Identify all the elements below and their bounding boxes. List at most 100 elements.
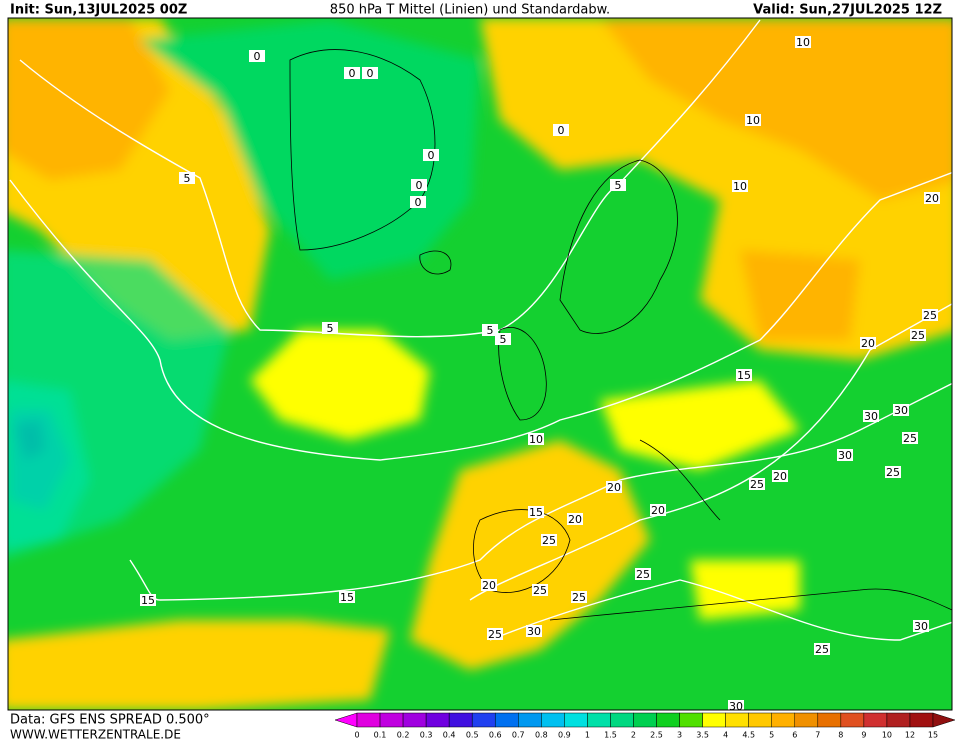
colorbar-label: 1 bbox=[585, 731, 590, 740]
coast-britain bbox=[498, 327, 547, 421]
contour-label: 10 bbox=[733, 180, 747, 193]
colorbar-swatch bbox=[817, 712, 842, 728]
contour-label-box bbox=[795, 36, 811, 48]
data-source: Data: GFS ENS SPREAD 0.500° bbox=[10, 713, 210, 728]
colorbar-swatch bbox=[541, 712, 565, 728]
field bbox=[690, 560, 800, 620]
contour-label-box bbox=[553, 124, 569, 136]
field bbox=[8, 620, 390, 710]
isotherms bbox=[9, 19, 952, 641]
contour-label-box bbox=[249, 50, 265, 62]
contour-label: 0 bbox=[428, 149, 435, 162]
colorbar-end bbox=[932, 712, 956, 728]
colorbar-swatch bbox=[379, 712, 404, 728]
contour-label-box bbox=[902, 432, 918, 444]
colorbar-label: 0.8 bbox=[535, 731, 548, 740]
colorbar-swatch bbox=[840, 712, 865, 728]
colorbar-swatch bbox=[471, 712, 496, 728]
coast-iceland bbox=[419, 250, 452, 275]
contour-label: 25 bbox=[542, 534, 556, 547]
contour-label: 25 bbox=[750, 478, 764, 491]
contour-label-box bbox=[772, 470, 788, 482]
field bbox=[140, 20, 480, 280]
contour-label: 5 bbox=[327, 322, 334, 335]
colorbar-swatch bbox=[702, 712, 726, 728]
contour-label-box bbox=[749, 478, 765, 490]
contour-label: 25 bbox=[572, 591, 586, 604]
init-time: Init: Sun,13JUL2025 00Z bbox=[10, 3, 187, 18]
contour-label: 0 bbox=[558, 124, 565, 137]
contour-label: 30 bbox=[527, 625, 541, 638]
contour-label: 15 bbox=[340, 591, 354, 604]
contour-label: 15 bbox=[529, 506, 543, 519]
isotherm bbox=[489, 579, 952, 641]
field bbox=[410, 440, 650, 670]
contour-label-box bbox=[423, 149, 439, 161]
contour-label: 0 bbox=[416, 179, 423, 192]
contour-label-box bbox=[863, 410, 879, 422]
contour-label-box bbox=[344, 67, 360, 79]
field bbox=[600, 380, 800, 470]
contour-label: 30 bbox=[838, 449, 852, 462]
colorbar-swatch bbox=[771, 712, 796, 728]
isotherm bbox=[9, 171, 952, 461]
contour-label-box bbox=[837, 449, 853, 461]
contour-label-box bbox=[541, 534, 557, 546]
contour-label: 30 bbox=[914, 620, 928, 633]
contour-label: 25 bbox=[923, 309, 937, 322]
map-title: 850 hPa T Mittel (Linien) und Standardab… bbox=[330, 3, 610, 18]
contour-label: 25 bbox=[815, 643, 829, 656]
contour-label-box bbox=[411, 179, 427, 191]
field bbox=[8, 18, 170, 180]
contour-label-box bbox=[924, 192, 940, 204]
colorbar-swatch bbox=[656, 712, 680, 728]
contour-label-box bbox=[910, 329, 926, 341]
contour-label-box bbox=[495, 333, 511, 345]
contour-label-box bbox=[362, 67, 378, 79]
colorbar-label: 2.5 bbox=[650, 731, 663, 740]
contour-label: 15 bbox=[737, 369, 751, 382]
contour-label: 15 bbox=[141, 594, 155, 607]
colorbar-label: 6 bbox=[792, 731, 797, 740]
contour-label-box bbox=[745, 114, 761, 126]
coast-scandinavia bbox=[559, 159, 678, 334]
colorbar-label: 0.2 bbox=[397, 731, 410, 740]
colorbar-label: 10 bbox=[882, 731, 892, 740]
contour-label-box bbox=[885, 466, 901, 478]
contour-label: 25 bbox=[488, 628, 502, 641]
contour-label-box bbox=[526, 625, 542, 637]
contour-label: 5 bbox=[500, 333, 507, 346]
colorbar: 0 0.1 0.2 0.3 0.4 0.5 0.6 0.7 0.8 0.9 1 1.5 2 2.5 3 3.5… bbox=[334, 712, 956, 740]
contour-label-box bbox=[339, 591, 355, 603]
colorbar-label: 5 bbox=[769, 731, 774, 740]
contour-label: 20 bbox=[651, 504, 665, 517]
contour-label: 30 bbox=[894, 404, 908, 417]
contour-label: 20 bbox=[568, 513, 582, 526]
contour-label: 25 bbox=[903, 432, 917, 445]
contour-label-box bbox=[736, 369, 752, 381]
colorbar-swatch bbox=[518, 712, 542, 728]
colorbar-swatch bbox=[425, 712, 450, 728]
colorbar-label: 9 bbox=[861, 731, 866, 740]
contour-label: 5 bbox=[184, 172, 191, 185]
contour-label-box bbox=[650, 504, 666, 516]
colorbar-label: 0.4 bbox=[443, 731, 456, 740]
colorbar-label: 7 bbox=[815, 731, 820, 740]
contour-label-box bbox=[532, 584, 548, 596]
contour-label: 5 bbox=[487, 324, 494, 337]
colorbar-label: 2 bbox=[631, 731, 636, 740]
contour-label: 30 bbox=[864, 410, 878, 423]
contour-label-box bbox=[860, 337, 876, 349]
field bbox=[250, 330, 430, 440]
colorbar-label: 8 bbox=[838, 731, 843, 740]
colorbar-swatch bbox=[863, 712, 888, 728]
contour-label-box bbox=[410, 196, 426, 208]
colorbar-swatch bbox=[610, 712, 634, 728]
contour-label: 25 bbox=[911, 329, 925, 342]
colorbar-label: 0.9 bbox=[558, 731, 571, 740]
colorbar-swatch bbox=[794, 712, 819, 728]
contour-label-box bbox=[732, 180, 748, 192]
colorbar-swatch bbox=[633, 712, 657, 728]
